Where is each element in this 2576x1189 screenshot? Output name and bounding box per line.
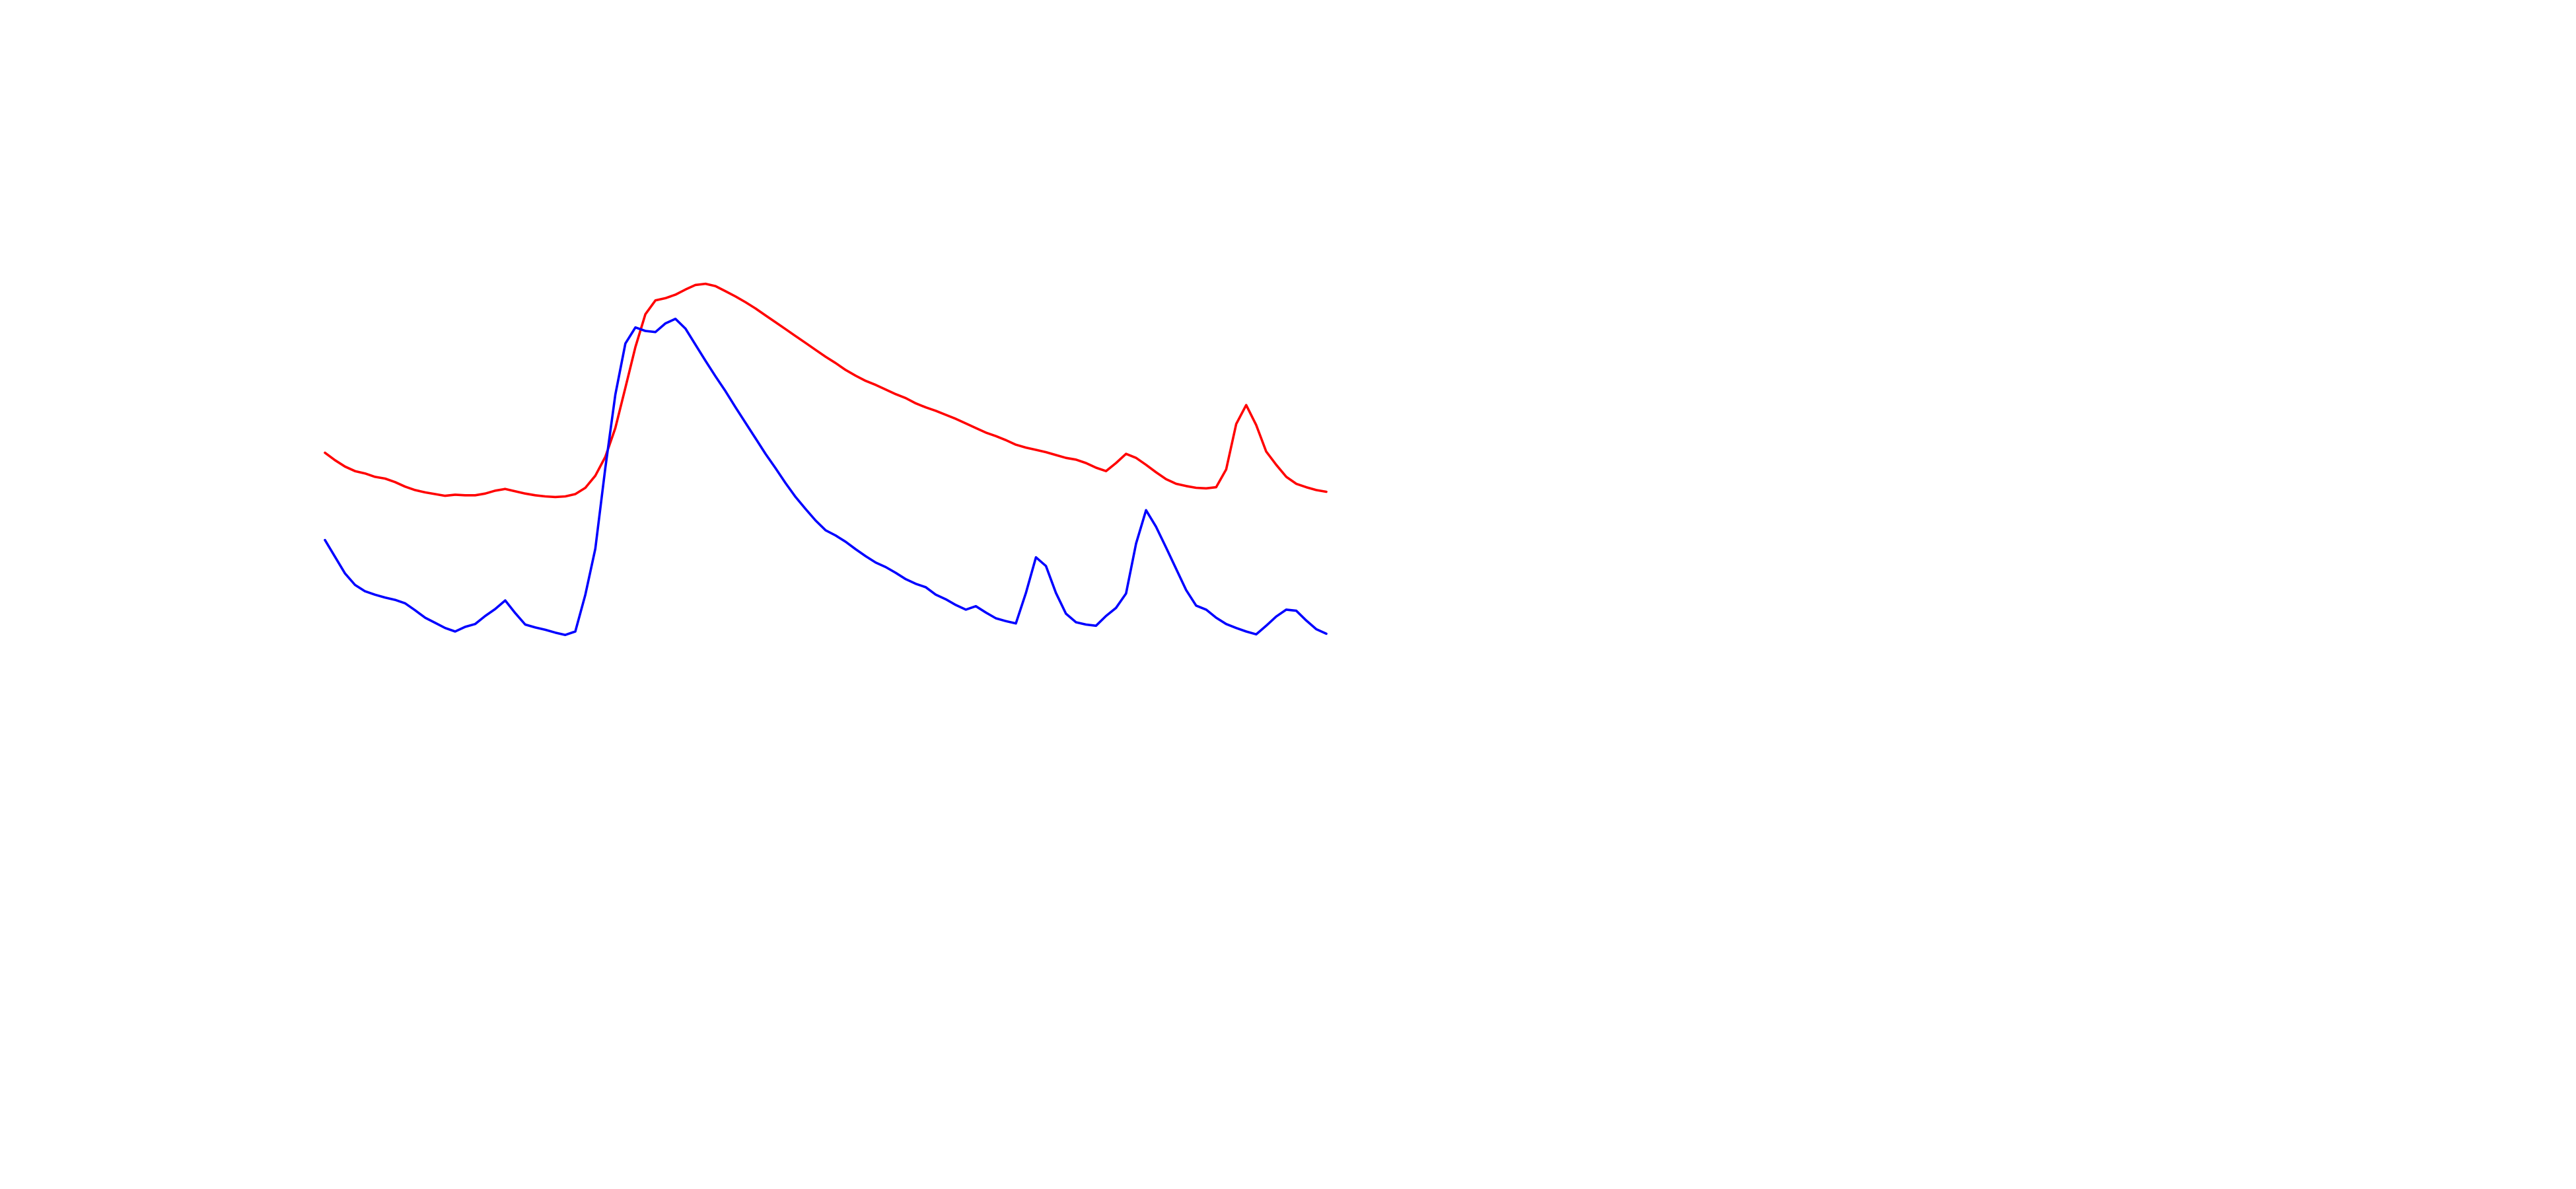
plot-area	[324, 282, 1328, 637]
series-line-1	[324, 282, 1328, 499]
series-line-2	[324, 317, 1328, 637]
